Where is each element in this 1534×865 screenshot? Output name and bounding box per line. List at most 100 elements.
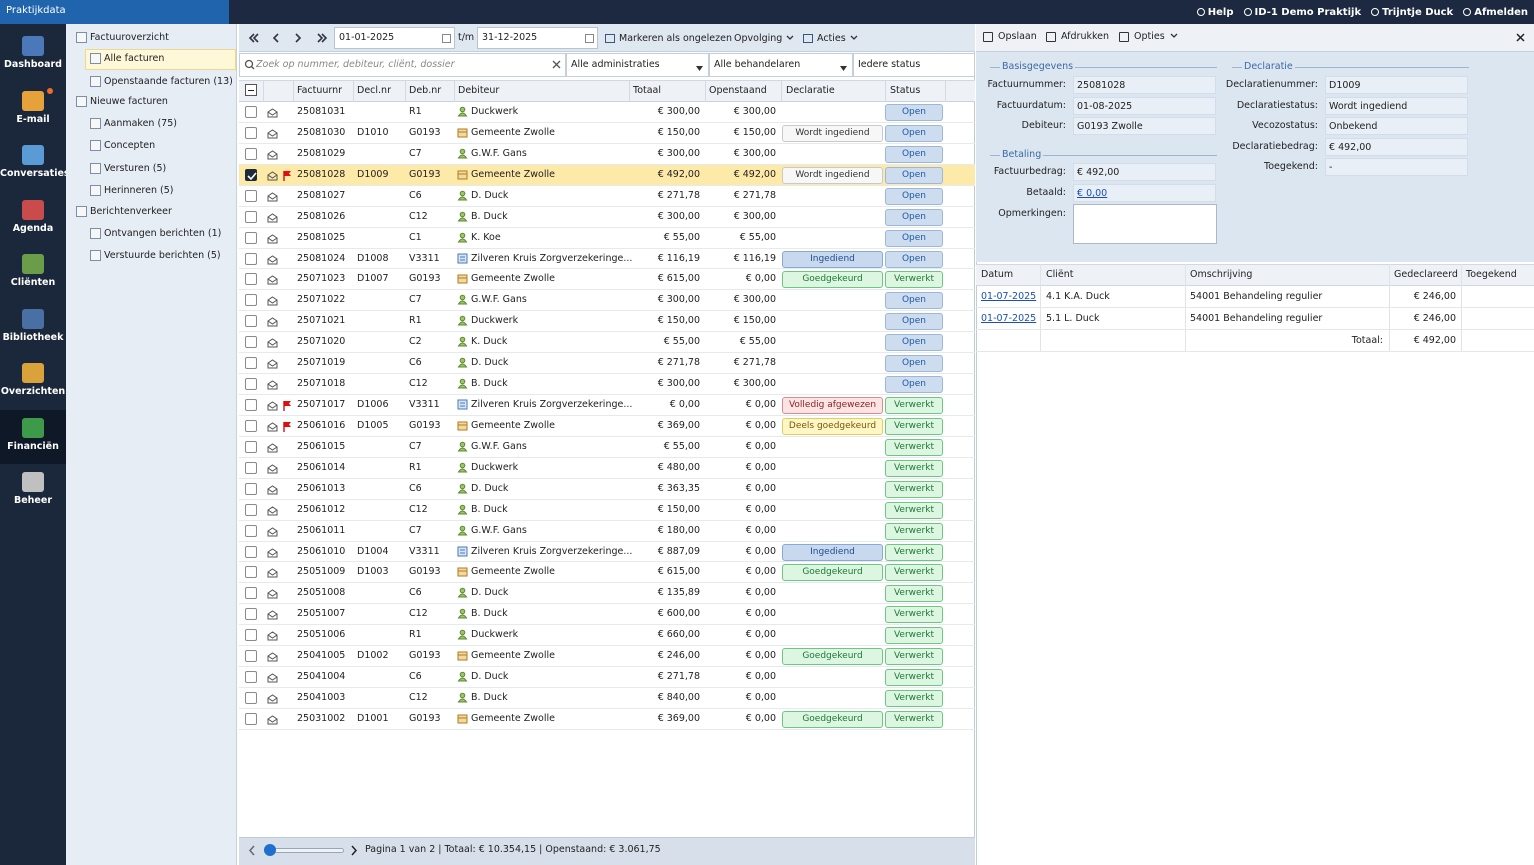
table-row[interactable]: 25061015C7G.W.F. Gans€ 55,00€ 0,00Verwer… xyxy=(239,437,975,458)
table-row[interactable]: 25071018C12B. Duck€ 300,00€ 300,00Open xyxy=(239,374,975,395)
tree-item[interactable]: Alle facturen xyxy=(104,52,164,66)
row-checkbox[interactable] xyxy=(245,315,257,327)
table-row[interactable]: 25081026C12B. Duck€ 300,00€ 300,00Open xyxy=(239,207,975,228)
table-row[interactable]: 25071021R1Duckwerk€ 150,00€ 150,00Open xyxy=(239,311,975,332)
table-row[interactable]: 25061010D1004V3311Zilveren Kruis Zorgver… xyxy=(239,542,975,563)
top-link[interactable]: Trijntje Duck xyxy=(1371,7,1453,18)
tree-item[interactable]: Ontvangen berichten (1) xyxy=(104,227,221,241)
column-header[interactable]: Openstaand xyxy=(709,84,767,98)
lines-date-link[interactable]: 01-07-2025 xyxy=(981,312,1036,326)
table-row[interactable]: 25061016D1005G0193Gemeente Zwolle€ 369,0… xyxy=(239,416,975,437)
row-checkbox[interactable] xyxy=(245,190,257,202)
tree-item[interactable]: Nieuwe facturen xyxy=(90,95,168,109)
row-checkbox[interactable] xyxy=(245,357,257,369)
tree-item[interactable]: Factuuroverzicht xyxy=(90,31,169,45)
toolbar-button[interactable]: Acties xyxy=(803,27,858,49)
row-checkbox[interactable] xyxy=(245,127,257,139)
table-row[interactable]: 25061013C6D. Duck€ 363,35€ 0,00Verwerkt xyxy=(239,479,975,500)
table-row[interactable]: 25051006R1Duckwerk€ 660,00€ 0,00Verwerkt xyxy=(239,625,975,646)
row-checkbox[interactable] xyxy=(245,566,257,578)
filter-select[interactable]: Alle behandelaren xyxy=(709,53,853,77)
row-checkbox[interactable] xyxy=(245,546,257,558)
row-checkbox[interactable] xyxy=(245,420,257,432)
date-input[interactable]: 01-01-2025 xyxy=(334,27,455,49)
filter-select[interactable]: Iedere status xyxy=(853,53,975,77)
table-row[interactable]: 25081029C7G.W.F. Gans€ 300,00€ 300,00Ope… xyxy=(239,144,975,165)
tree-item[interactable]: Versturen (5) xyxy=(104,162,166,176)
table-row[interactable]: 25041003C12B. Duck€ 840,00€ 0,00Verwerkt xyxy=(239,688,975,709)
detail-button[interactable]: Opslaan xyxy=(983,31,1037,42)
table-row[interactable]: 25071019C6D. Duck€ 271,78€ 271,78Open xyxy=(239,353,975,374)
table-row[interactable]: 25031002D1001G0193Gemeente Zwolle€ 369,0… xyxy=(239,709,975,730)
table-row[interactable]: 25041005D1002G0193Gemeente Zwolle€ 246,0… xyxy=(239,646,975,667)
tree-item[interactable]: Openstaande facturen (13) xyxy=(104,75,233,89)
row-checkbox[interactable] xyxy=(245,525,257,537)
table-row[interactable]: 25071017D1006V3311Zilveren Kruis Zorgver… xyxy=(239,395,975,416)
nav-item[interactable]: Conversaties xyxy=(0,137,66,191)
top-link[interactable]: Help xyxy=(1197,7,1234,18)
row-checkbox[interactable] xyxy=(245,399,257,411)
row-checkbox[interactable] xyxy=(245,253,257,265)
column-header[interactable]: Totaal xyxy=(633,84,661,98)
table-row[interactable]: 25061014R1Duckwerk€ 480,00€ 0,00Verwerkt xyxy=(239,458,975,479)
header-checkbox[interactable] xyxy=(245,84,257,96)
row-checkbox[interactable] xyxy=(245,504,257,516)
column-header[interactable]: Debiteur xyxy=(458,84,499,98)
table-row[interactable]: 25081028D1009G0193Gemeente Zwolle€ 492,0… xyxy=(239,165,975,186)
row-checkbox[interactable] xyxy=(245,232,257,244)
nav-item[interactable]: Beheer xyxy=(0,464,66,518)
nav-item[interactable]: E-mail xyxy=(0,83,66,137)
field-value[interactable]: € 0,00 xyxy=(1073,184,1216,202)
table-row[interactable]: 25081030D1010G0193Gemeente Zwolle€ 150,0… xyxy=(239,123,975,144)
row-checkbox[interactable] xyxy=(245,587,257,599)
row-checkbox[interactable] xyxy=(245,169,257,181)
row-checkbox[interactable] xyxy=(245,106,257,118)
page-slider-thumb[interactable] xyxy=(264,844,276,856)
nav-item[interactable]: Dashboard xyxy=(0,28,66,82)
table-row[interactable]: 25051009D1003G0193Gemeente Zwolle€ 615,0… xyxy=(239,562,975,583)
nav-item[interactable]: Overzichten xyxy=(0,355,66,409)
nav-item[interactable]: Financiën xyxy=(0,410,66,464)
detail-button[interactable]: Opties xyxy=(1119,31,1178,42)
detail-button[interactable]: Afdrukken xyxy=(1046,31,1109,42)
row-checkbox[interactable] xyxy=(245,671,257,683)
toolbar-button[interactable]: Opvolging xyxy=(734,27,794,49)
tree-item[interactable]: Herinneren (5) xyxy=(104,184,173,198)
row-checkbox[interactable] xyxy=(245,336,257,348)
nav-item[interactable]: Agenda xyxy=(0,192,66,246)
row-checkbox[interactable] xyxy=(245,483,257,495)
table-row[interactable]: 25071020C2K. Duck€ 55,00€ 55,00Open xyxy=(239,332,975,353)
row-checkbox[interactable] xyxy=(245,650,257,662)
remarks-input[interactable] xyxy=(1073,204,1217,244)
table-row[interactable]: 25051007C12B. Duck€ 600,00€ 0,00Verwerkt xyxy=(239,604,975,625)
row-checkbox[interactable] xyxy=(245,211,257,223)
table-row[interactable]: 25041004C6D. Duck€ 271,78€ 0,00Verwerkt xyxy=(239,667,975,688)
row-checkbox[interactable] xyxy=(245,713,257,725)
row-checkbox[interactable] xyxy=(245,692,257,704)
column-header[interactable]: Declaratie xyxy=(786,84,835,98)
nav-item[interactable]: Cliënten xyxy=(0,246,66,300)
tree-item[interactable]: Berichtenverkeer xyxy=(90,205,172,219)
nav-item[interactable]: Bibliotheek xyxy=(0,301,66,355)
tree-item[interactable]: Verstuurde berichten (5) xyxy=(104,249,221,263)
lines-date-link[interactable]: 01-07-2025 xyxy=(981,290,1036,304)
column-header[interactable]: Factuurnr xyxy=(297,84,342,98)
row-checkbox[interactable] xyxy=(245,148,257,160)
table-row[interactable]: 25071022C7G.W.F. Gans€ 300,00€ 300,00Ope… xyxy=(239,290,975,311)
row-checkbox[interactable] xyxy=(245,441,257,453)
table-row[interactable]: 25051008C6D. Duck€ 135,89€ 0,00Verwerkt xyxy=(239,583,975,604)
table-row[interactable]: 25081027C6D. Duck€ 271,78€ 271,78Open xyxy=(239,186,975,207)
search-input[interactable]: Zoek op nummer, debiteur, cliënt, dossie… xyxy=(239,53,566,77)
row-checkbox[interactable] xyxy=(245,378,257,390)
table-row[interactable]: 25081025C1K. Koe€ 55,00€ 55,00Open xyxy=(239,228,975,249)
row-checkbox[interactable] xyxy=(245,462,257,474)
table-row[interactable]: 25071023D1007G0193Gemeente Zwolle€ 615,0… xyxy=(239,269,975,290)
row-checkbox[interactable] xyxy=(245,629,257,641)
column-header[interactable]: Deb.nr xyxy=(409,84,441,98)
top-link[interactable]: Afmelden xyxy=(1463,7,1528,18)
toolbar-button[interactable]: Markeren als ongelezen xyxy=(605,27,732,49)
row-checkbox[interactable] xyxy=(245,294,257,306)
row-checkbox[interactable] xyxy=(245,608,257,620)
date-input[interactable]: 31-12-2025 xyxy=(477,27,598,49)
table-row[interactable]: 25081031R1Duckwerk€ 300,00€ 300,00Open xyxy=(239,102,975,123)
